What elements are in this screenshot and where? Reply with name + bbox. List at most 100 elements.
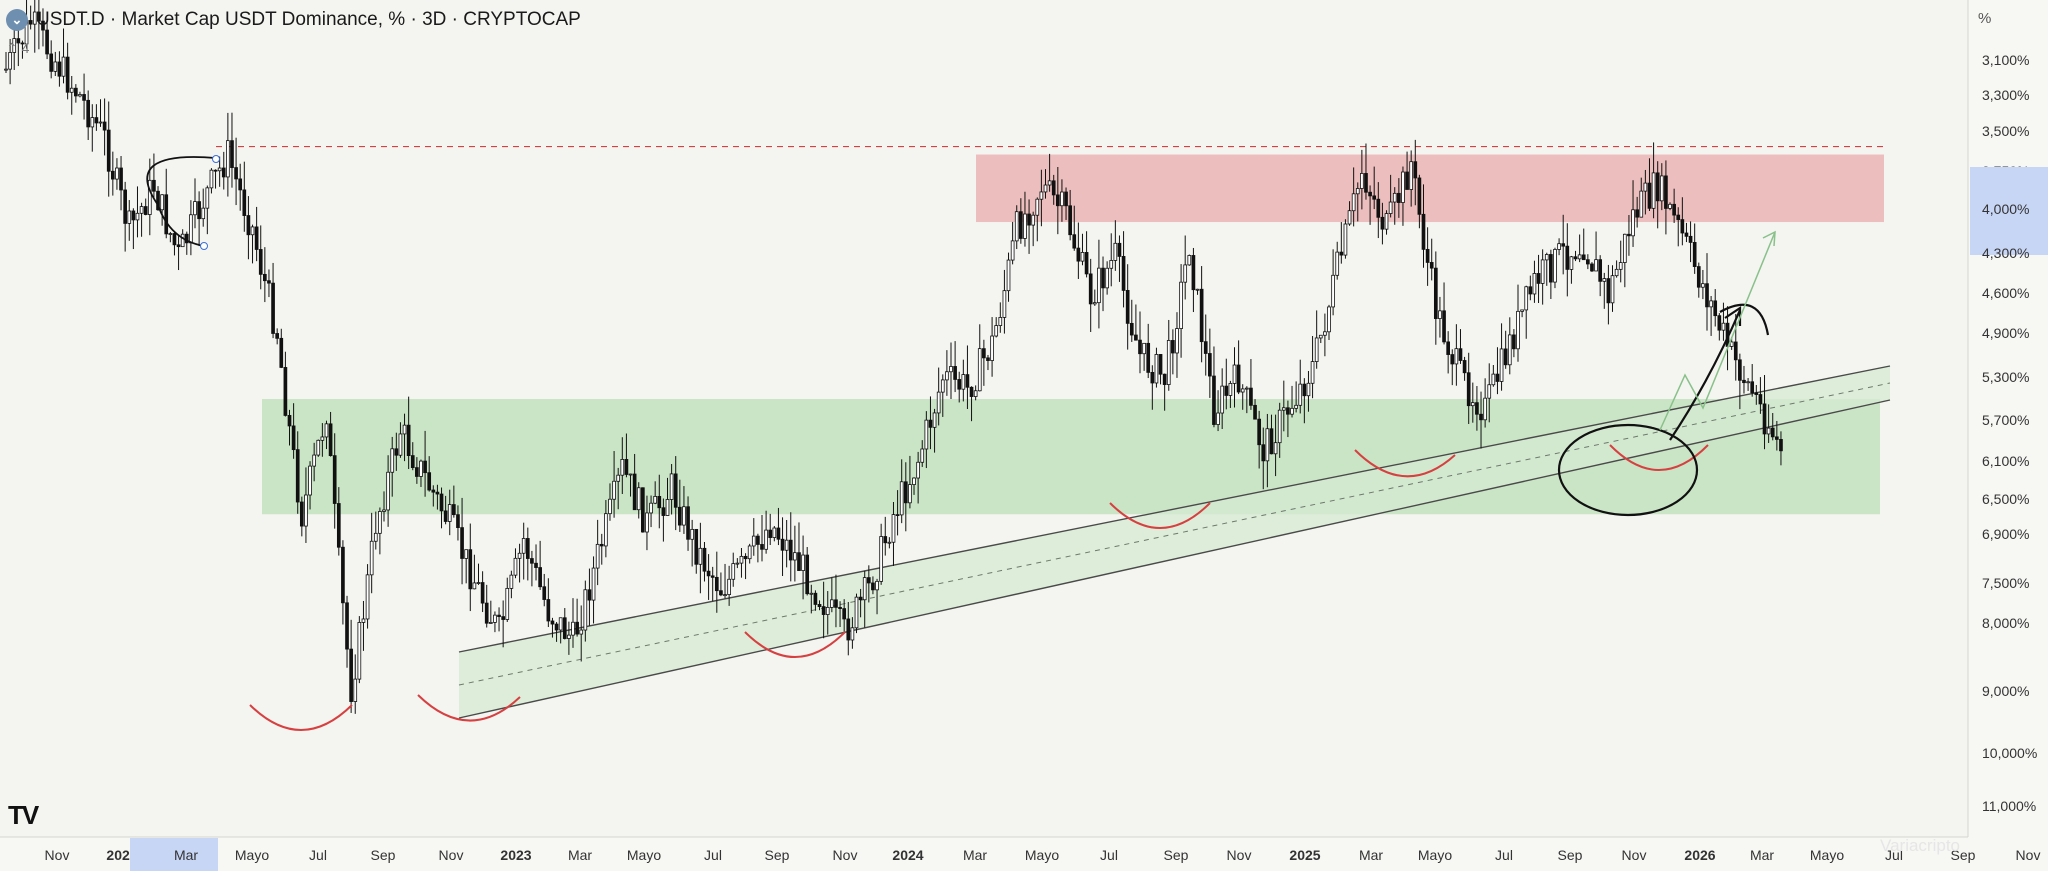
candle xyxy=(234,167,238,180)
candle xyxy=(1392,192,1397,203)
candle xyxy=(1253,404,1257,420)
candle xyxy=(1298,383,1303,406)
candle xyxy=(624,459,629,475)
candle xyxy=(460,527,464,559)
candle xyxy=(1750,381,1755,394)
y-tick-label: 4,300% xyxy=(1982,245,2029,261)
collapse-count: 4 xyxy=(21,40,30,56)
candle xyxy=(953,366,957,380)
candle xyxy=(230,140,234,168)
candle xyxy=(143,206,148,215)
candle xyxy=(275,333,280,339)
candle xyxy=(49,53,54,72)
candle xyxy=(57,61,62,77)
candle xyxy=(139,206,144,214)
chevron-down-icon[interactable]: ⌄ xyxy=(6,9,28,31)
candle xyxy=(1339,251,1344,256)
candle xyxy=(156,190,160,211)
x-tick-label: Jul xyxy=(1100,847,1118,863)
candle xyxy=(349,648,353,702)
x-tick-label: Mar xyxy=(174,847,198,863)
resistance-zone xyxy=(976,154,1884,223)
candle xyxy=(263,273,267,282)
candle xyxy=(279,337,284,368)
candle xyxy=(739,555,744,564)
candle xyxy=(193,201,197,216)
x-tick-label: 2025 xyxy=(1289,847,1320,863)
candle xyxy=(1442,310,1446,343)
candle xyxy=(784,539,789,551)
candle xyxy=(1692,242,1697,267)
y-tick-label: 9,000% xyxy=(1982,683,2029,699)
candle xyxy=(1306,382,1311,397)
candle xyxy=(714,576,719,592)
candle xyxy=(1655,172,1660,202)
candle xyxy=(1088,273,1093,305)
candle xyxy=(1561,243,1566,247)
candle xyxy=(1035,198,1040,216)
black-projection-curve xyxy=(1719,303,1770,336)
candle xyxy=(106,129,111,172)
x-tick-label: 2024 xyxy=(892,847,923,863)
candle xyxy=(1002,290,1007,318)
candle xyxy=(747,545,752,560)
candle xyxy=(756,535,760,545)
candle xyxy=(501,616,505,620)
current-bottom-circle xyxy=(1557,423,1699,517)
candle xyxy=(1388,201,1393,214)
candle xyxy=(1384,213,1389,230)
candle xyxy=(1507,334,1512,366)
candle xyxy=(1438,310,1442,319)
candle xyxy=(604,513,608,547)
x-tick-label: Jul xyxy=(704,847,722,863)
anchor-point xyxy=(212,155,220,163)
candle xyxy=(1701,283,1705,288)
candle xyxy=(304,494,308,527)
candle xyxy=(1240,388,1245,393)
candle xyxy=(1318,334,1323,339)
candle xyxy=(1421,213,1426,250)
y-tick-label: 6,100% xyxy=(1982,453,2029,469)
candle xyxy=(78,94,82,97)
candle xyxy=(1487,384,1492,399)
candle xyxy=(147,179,152,215)
candle xyxy=(575,621,579,635)
y-axis-unit: % xyxy=(1978,10,1992,27)
candle xyxy=(1162,373,1167,385)
x-tick-label: Sep xyxy=(1951,847,1976,863)
candle xyxy=(90,117,95,128)
candle xyxy=(1281,407,1286,411)
candle xyxy=(1409,161,1414,190)
x-tick-label: Jul xyxy=(309,847,327,863)
candle xyxy=(1249,387,1253,406)
candle xyxy=(1573,256,1578,260)
candle xyxy=(830,599,834,608)
candle xyxy=(1684,232,1689,237)
candle xyxy=(1733,341,1738,361)
candle xyxy=(1027,213,1031,226)
candle xyxy=(320,436,325,441)
candle xyxy=(916,461,920,479)
candle xyxy=(1265,428,1270,462)
candle xyxy=(1261,444,1266,462)
candle xyxy=(805,554,810,595)
candle xyxy=(1236,364,1241,393)
candle xyxy=(862,577,867,601)
candle xyxy=(1544,254,1549,261)
candle xyxy=(267,280,271,284)
candle xyxy=(16,38,21,44)
candle xyxy=(61,56,66,77)
candle xyxy=(1635,209,1639,218)
candle xyxy=(1758,394,1763,405)
channel-mid-line xyxy=(458,382,1891,686)
candle xyxy=(1401,171,1405,203)
candle xyxy=(1335,251,1340,276)
candle xyxy=(1413,161,1418,179)
candle xyxy=(123,189,127,224)
candle xyxy=(649,502,653,514)
y-tick-label: 5,300% xyxy=(1982,369,2029,385)
x-tick-label: 2023 xyxy=(500,847,531,863)
candle xyxy=(1729,341,1734,347)
collapse-toggle[interactable]: ⌃ 4 xyxy=(6,40,29,57)
candle xyxy=(1598,259,1603,282)
